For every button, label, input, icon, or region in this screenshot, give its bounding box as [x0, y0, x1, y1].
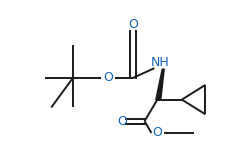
Text: O: O: [128, 18, 138, 31]
Text: O: O: [152, 126, 162, 140]
Text: NH: NH: [151, 56, 170, 69]
Text: O: O: [103, 71, 113, 84]
Text: O: O: [117, 115, 127, 128]
Polygon shape: [156, 69, 164, 100]
